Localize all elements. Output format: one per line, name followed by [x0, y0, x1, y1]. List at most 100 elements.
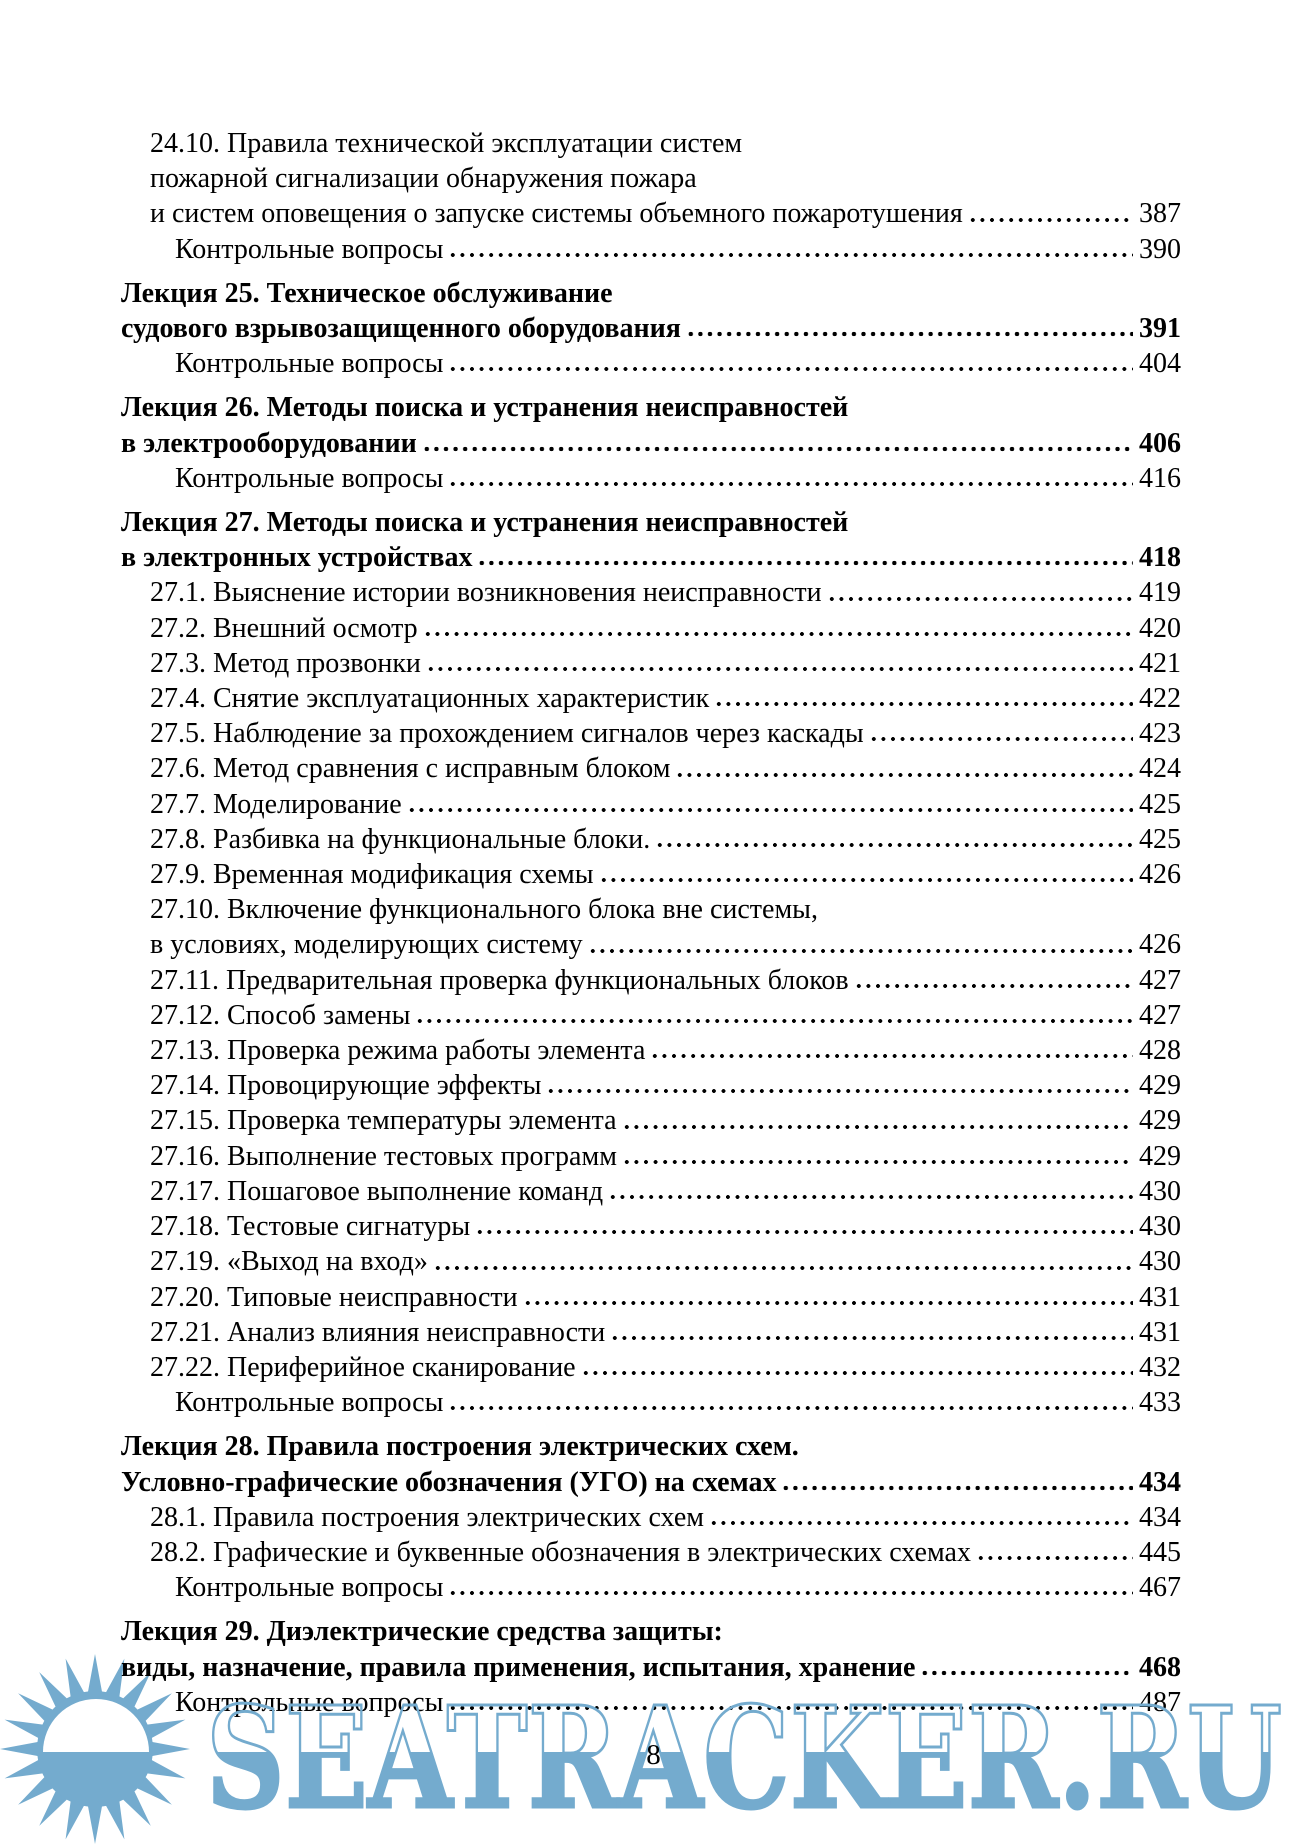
toc-entry: Контрольные вопросы 467 [121, 1570, 1181, 1605]
toc-line: 27.19. «Выход на вход» 430 [121, 1244, 1181, 1279]
toc-entry-title: 27.10. Включение функционального блока в… [150, 894, 818, 926]
toc-page-ref: 429 [1139, 1070, 1181, 1102]
toc-line: 27.5. Наблюдение за прохождением сигнало… [121, 716, 1181, 751]
toc-page-ref: 434 [1139, 1501, 1181, 1533]
toc-entry-title: 27.15. Проверка температуры элемента [150, 1105, 617, 1137]
toc-entry: 27.12. Способ замены 427 [121, 998, 1181, 1033]
toc-page-ref: 424 [1139, 753, 1181, 785]
toc-entry: 27.17. Пошаговое выполнение команд 430 [121, 1174, 1181, 1209]
toc-entry-title: Контрольные вопросы [175, 462, 444, 494]
dot-leader [522, 1297, 1133, 1308]
toc-line: 27.16. Выполнение тестовых программ 429 [121, 1139, 1181, 1174]
toc-line: Контрольные вопросы 416 [121, 461, 1181, 496]
toc-entry: 28.1. Правила построения электрических с… [121, 1500, 1181, 1535]
toc-entry-title: 27.18. Тестовые сигнатуры [150, 1211, 471, 1243]
toc-entry-title: 27.19. «Выход на вход» [150, 1246, 428, 1278]
dot-leader [685, 329, 1133, 340]
toc-entry-title: 27.1. Выяснение истории возникновения не… [150, 577, 822, 609]
toc-page-ref: 404 [1139, 348, 1181, 380]
toc-entry: 27.11. Предварительная проверка функцион… [121, 963, 1181, 998]
toc-entry: 27.15. Проверка температуры элемента 429 [121, 1103, 1181, 1138]
toc-entry-title: 27.3. Метод прозвонки [150, 647, 421, 679]
toc-page-ref: 433 [1139, 1387, 1181, 1419]
toc-line: виды, назначение, правила применения, ис… [121, 1650, 1181, 1685]
toc-page-ref: 420 [1139, 612, 1181, 644]
dot-leader [432, 1262, 1133, 1273]
toc-line: 27.2. Внешний осмотр 420 [121, 611, 1181, 646]
toc-entry: 27.19. «Выход на вход» 430 [121, 1244, 1181, 1279]
toc-entry: Лекция 25. Техническое обслуживание судов… [121, 276, 1181, 346]
toc-entry-title: судового взрывозащищенного оборудования [121, 313, 681, 345]
page-number: 8 [646, 1739, 661, 1771]
toc-page-ref: 428 [1139, 1035, 1181, 1067]
toc-line: 27.22. Периферийное сканирование 432 [121, 1350, 1181, 1385]
dot-leader [610, 1332, 1133, 1343]
toc-entry-title: Лекция 27. Методы поиска и устранения не… [121, 507, 849, 539]
dot-leader [650, 1051, 1133, 1062]
toc-entry: 27.16. Выполнение тестовых программ 429 [121, 1139, 1181, 1174]
toc-entry-title: Лекция 28. Правила построения электричес… [121, 1431, 799, 1463]
toc-entry: 27.22. Периферийное сканирование 432 [121, 1350, 1181, 1385]
toc-page-ref: 416 [1139, 462, 1181, 494]
toc-line: пожарной сигнализации обнаружения пожара [121, 161, 1181, 196]
toc-entry: 24.10. Правила технической эксплуатации … [121, 126, 1181, 232]
toc-line: Лекция 25. Техническое обслуживание [121, 276, 1181, 311]
toc-entry: 27.20. Типовые неисправности 431 [121, 1280, 1181, 1315]
toc-line: 27.21. Анализ влияния неисправности 431 [121, 1315, 1181, 1350]
toc-page-ref: 421 [1139, 647, 1181, 679]
toc-entry: 27.7. Моделирование 425 [121, 787, 1181, 822]
toc-line: 27.15. Проверка температуры элемента 429 [121, 1103, 1181, 1138]
toc-entry-title: Лекция 29. Диэлектрические средства защи… [121, 1616, 723, 1648]
toc-page-ref: 467 [1139, 1572, 1181, 1604]
toc-entry-title: 27.14. Провоцирующие эффекты [150, 1070, 542, 1102]
toc-line: 27.7. Моделирование 425 [121, 787, 1181, 822]
toc-entry-title: 27.5. Наблюдение за прохождением сигнало… [150, 718, 864, 750]
table-of-contents: 24.10. Правила технической эксплуатации … [121, 126, 1181, 1720]
toc-entry: Лекция 29. Диэлектрические средства защи… [121, 1614, 1181, 1684]
toc-line: в электронных устройствах 418 [121, 540, 1181, 575]
dot-leader [415, 1016, 1133, 1027]
sun-horizon [43, 1699, 149, 1752]
toc-line: 24.10. Правила технической эксплуатации … [121, 126, 1181, 161]
dot-leader [714, 699, 1133, 710]
toc-line: Лекция 27. Методы поиска и устранения не… [121, 505, 1181, 540]
toc-page-ref: 430 [1139, 1246, 1181, 1278]
toc-line: 27.1. Выяснение истории возникновения не… [121, 575, 1181, 610]
toc-entry-title: 27.22. Периферийное сканирование [150, 1351, 576, 1383]
toc-page-ref: 390 [1139, 233, 1181, 265]
dot-leader [826, 593, 1133, 604]
toc-entry-title: 27.17. Пошаговое выполнение команд [150, 1175, 604, 1207]
toc-page-ref: 419 [1139, 577, 1181, 609]
toc-line: в электрооборудовании 406 [121, 426, 1181, 461]
toc-entry-title: 27.7. Моделирование [150, 788, 402, 820]
toc-entry: 27.4. Снятие эксплуатационных характерис… [121, 681, 1181, 716]
dot-leader [868, 734, 1133, 745]
toc-entry-title: и систем оповещения о запуске системы об… [150, 198, 963, 230]
toc-entry: Лекция 28. Правила построения электричес… [121, 1429, 1181, 1499]
toc-line: Контрольные вопросы 487 [121, 1685, 1181, 1720]
dot-leader [655, 840, 1133, 851]
dot-leader [448, 1588, 1133, 1599]
toc-entry-title: в условиях, моделирующих систему [150, 929, 583, 961]
dot-leader [448, 1702, 1133, 1713]
toc-entry: 27.18. Тестовые сигнатуры 430 [121, 1209, 1181, 1244]
toc-entry-title: Контрольные вопросы [175, 348, 444, 380]
toc-entry-title: 27.16. Выполнение тестовых программ [150, 1140, 617, 1172]
toc-line: 27.12. Способ замены 427 [121, 998, 1181, 1033]
toc-line: 27.17. Пошаговое выполнение команд 430 [121, 1174, 1181, 1209]
dot-leader [709, 1517, 1133, 1528]
toc-entry: 28.2. Графические и буквенные обозначени… [121, 1535, 1181, 1570]
toc-line: Условно-графические обозначения (УГО) на… [121, 1465, 1181, 1500]
toc-page-ref: 431 [1139, 1281, 1181, 1313]
dot-leader [975, 1553, 1133, 1564]
toc-page-ref: 429 [1139, 1140, 1181, 1172]
toc-entry: Контрольные вопросы 390 [121, 232, 1181, 267]
dot-leader [598, 875, 1133, 886]
toc-page-ref: 430 [1139, 1175, 1181, 1207]
dot-leader [448, 479, 1133, 490]
toc-entry-title: 27.8. Разбивка на функциональные блоки. [150, 823, 651, 855]
sun-logo-icon [0, 1652, 192, 1844]
toc-line: 27.13. Проверка режима работы элемента 42… [121, 1033, 1181, 1068]
toc-entry-title: в электрооборудовании [121, 427, 417, 459]
toc-page-ref: 427 [1139, 964, 1181, 996]
